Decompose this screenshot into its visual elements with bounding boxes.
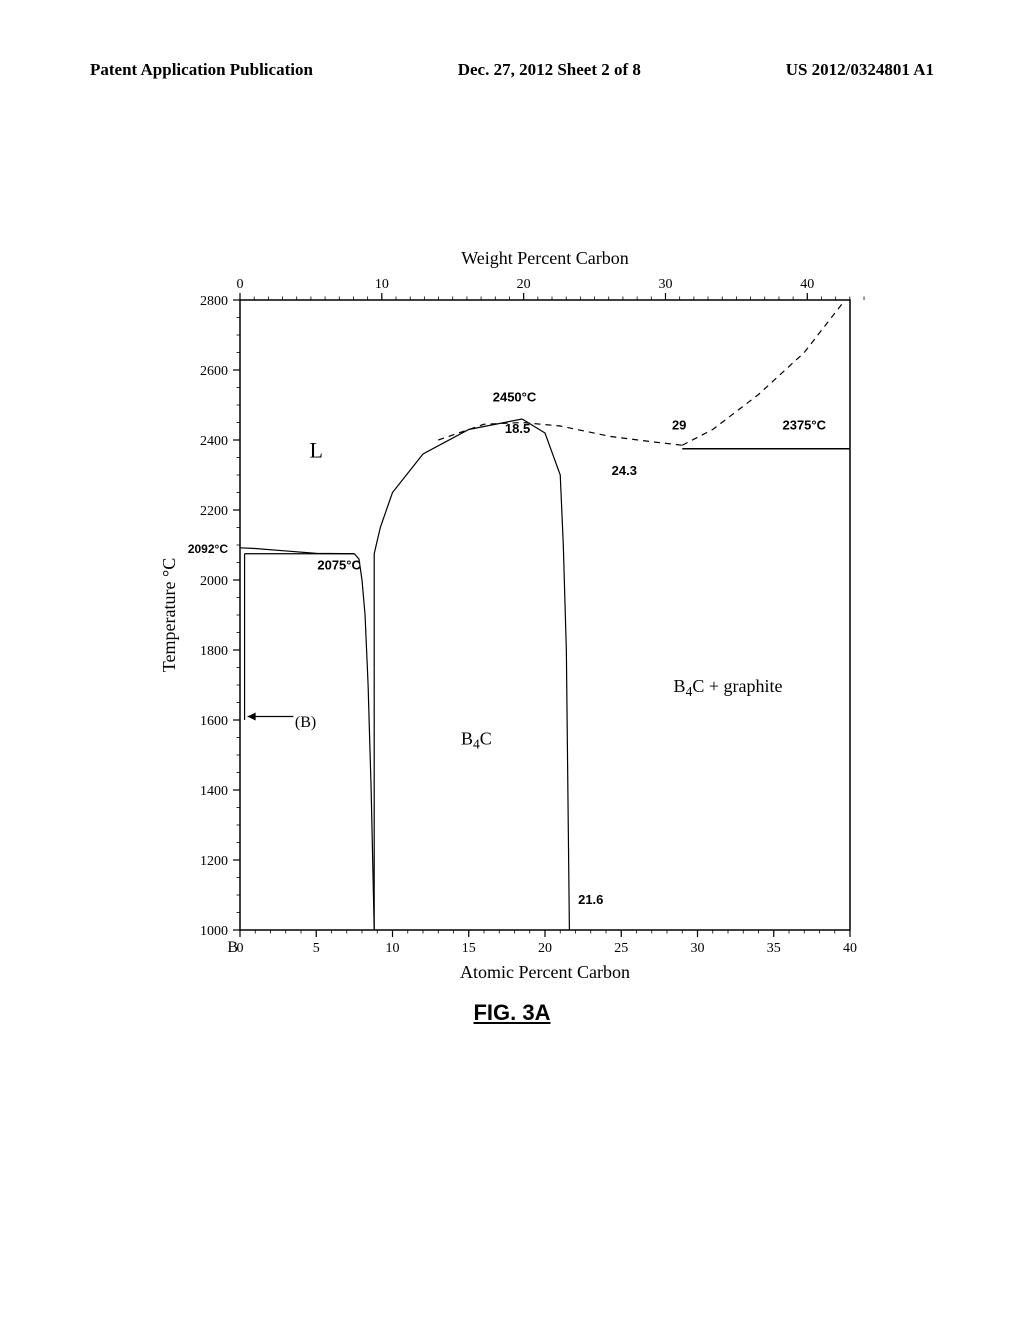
svg-text:B4C: B4C <box>461 729 492 752</box>
header-center: Dec. 27, 2012 Sheet 2 of 8 <box>458 60 641 80</box>
svg-text:Atomic Percent Carbon: Atomic Percent Carbon <box>460 962 630 982</box>
svg-text:2000: 2000 <box>200 574 228 589</box>
svg-text:30: 30 <box>658 277 672 292</box>
svg-text:1600: 1600 <box>200 714 228 729</box>
svg-text:2600: 2600 <box>200 364 228 379</box>
svg-text:0: 0 <box>237 277 244 292</box>
svg-text:1800: 1800 <box>200 644 228 659</box>
figure-caption: FIG. 3A <box>473 1000 550 1026</box>
svg-text:10: 10 <box>386 941 400 956</box>
svg-text:2400: 2400 <box>200 434 228 449</box>
svg-text:5: 5 <box>313 941 320 956</box>
page-header: Patent Application Publication Dec. 27, … <box>90 60 934 80</box>
svg-text:25: 25 <box>614 941 628 956</box>
svg-text:(B): (B) <box>295 714 316 731</box>
svg-text:2200: 2200 <box>200 504 228 519</box>
svg-text:L: L <box>310 438 323 463</box>
svg-text:B4C + graphite: B4C + graphite <box>674 676 783 699</box>
svg-text:2092°C: 2092°C <box>188 542 228 556</box>
chart-svg: 0510152025303540BAtomic Percent Carbon01… <box>150 240 870 1000</box>
svg-text:20: 20 <box>538 941 552 956</box>
svg-text:40: 40 <box>800 277 814 292</box>
svg-text:40: 40 <box>843 941 857 956</box>
svg-text:Temperature °C: Temperature °C <box>159 558 179 672</box>
header-right: US 2012/0324801 A1 <box>786 60 934 80</box>
svg-text:2375°C: 2375°C <box>782 418 826 433</box>
svg-text:15: 15 <box>462 941 476 956</box>
svg-text:1200: 1200 <box>200 854 228 869</box>
svg-text:2800: 2800 <box>200 294 228 309</box>
svg-text:B: B <box>227 939 238 956</box>
phase-diagram-chart: 0510152025303540BAtomic Percent Carbon01… <box>150 240 870 1000</box>
header-left: Patent Application Publication <box>90 60 313 80</box>
svg-text:24.3: 24.3 <box>612 463 637 478</box>
svg-text:35: 35 <box>767 941 781 956</box>
svg-text:29: 29 <box>672 418 686 433</box>
svg-text:20: 20 <box>517 277 531 292</box>
svg-text:30: 30 <box>691 941 705 956</box>
svg-text:Weight Percent Carbon: Weight Percent Carbon <box>461 248 629 268</box>
svg-text:1000: 1000 <box>200 924 228 939</box>
svg-text:1400: 1400 <box>200 784 228 799</box>
svg-text:21.6: 21.6 <box>578 892 603 907</box>
svg-text:2450°C: 2450°C <box>493 390 537 405</box>
svg-text:10: 10 <box>375 277 389 292</box>
svg-text:18.5: 18.5 <box>505 421 530 436</box>
svg-text:2075°C: 2075°C <box>317 558 361 573</box>
